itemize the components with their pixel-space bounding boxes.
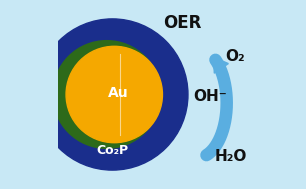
Circle shape (53, 41, 161, 148)
Text: OER: OER (163, 14, 201, 32)
Text: Au: Au (108, 86, 128, 100)
Circle shape (37, 19, 188, 170)
Text: H₂O: H₂O (214, 149, 247, 164)
Circle shape (66, 46, 162, 143)
Text: OH⁻: OH⁻ (193, 89, 226, 104)
Text: O₂: O₂ (226, 49, 245, 64)
Polygon shape (214, 57, 228, 73)
Text: Co₂P: Co₂P (96, 144, 129, 157)
